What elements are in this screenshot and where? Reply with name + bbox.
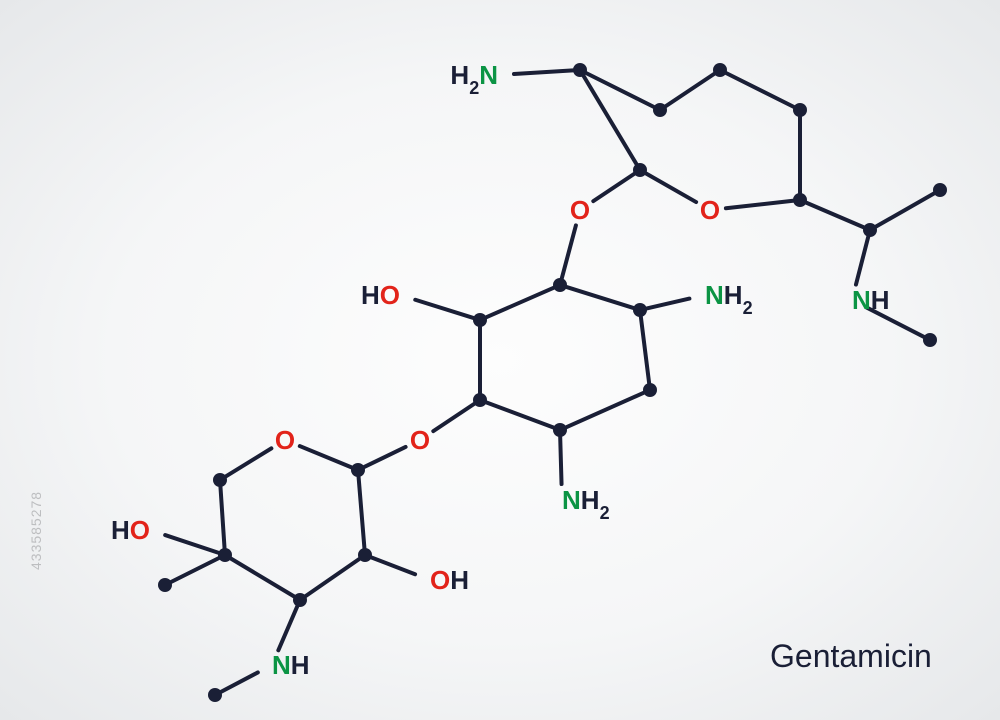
bond [806,203,863,227]
atom-label: O [275,425,295,455]
bond [300,446,352,467]
bond [726,73,793,107]
bond [514,70,573,74]
bond [586,73,653,107]
carbon-node [208,688,222,702]
atom-label: HO [111,515,150,545]
bond [856,237,868,285]
atom-label: NH [272,650,310,680]
compound-name: Gentamicin [770,638,932,675]
bond [171,558,218,582]
carbon-node [793,103,807,117]
bond [372,558,416,575]
atom-label: O [570,195,590,225]
bond [641,317,649,383]
molecule-svg: O H2N O NH HO NH2 NH2 O O HO OH NH [0,0,1000,720]
atom-label: NH [852,285,890,315]
carbon-node [553,423,567,437]
carbon-node [158,578,172,592]
bond [278,606,297,650]
carbon-node [553,278,567,292]
stock-watermark: 433585278 [28,491,44,570]
bond [433,404,474,431]
carbon-node [793,193,807,207]
bond [567,287,634,308]
carbon-node [213,473,227,487]
bond [487,402,554,427]
bond [562,225,576,278]
atom-label: NH2 [562,485,610,523]
atom-label: O [410,425,430,455]
bond [566,393,643,427]
carbon-node [863,223,877,237]
bond [646,173,696,202]
atom-label: O [700,195,720,225]
atom-label: H2N [450,60,498,98]
carbon-node [218,548,232,562]
bond [726,201,793,208]
carbon-node [573,63,587,77]
bond [593,174,634,201]
bond [306,559,359,596]
carbon-node [293,593,307,607]
carbon-node [643,383,657,397]
bond [584,76,637,164]
diagram-stage: O H2N O NH HO NH2 NH2 O O HO OH NH Gentamicin 43358… [0,0,1000,720]
bond [486,288,553,317]
carbon-node [933,183,947,197]
bond [647,299,690,309]
carbon-node [633,303,647,317]
bond [165,535,218,553]
carbon-node [923,333,937,347]
carbon-node [473,393,487,407]
bond [221,672,258,691]
bond [220,487,224,548]
carbon-node [351,463,365,477]
atom-label: OH [430,565,469,595]
carbon-node [358,548,372,562]
bond [364,447,405,467]
bond [226,448,271,476]
carbon-node [713,63,727,77]
carbon-node [653,103,667,117]
bond [415,300,473,318]
bond [876,193,934,226]
bond [560,437,561,484]
bond [359,477,365,548]
atom-label: HO [361,280,400,310]
carbon-node [473,313,487,327]
bond [231,559,294,597]
bond [666,74,714,106]
atom-label: NH2 [705,280,753,318]
carbon-node [633,163,647,177]
